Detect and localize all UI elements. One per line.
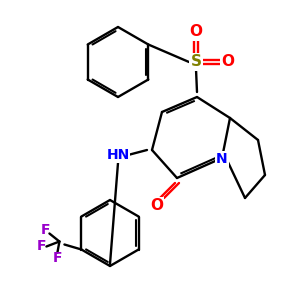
Text: S: S [190, 55, 202, 70]
Text: F: F [37, 239, 46, 254]
Text: O: O [151, 197, 164, 212]
Text: N: N [216, 152, 228, 166]
Text: HN: HN [106, 148, 130, 162]
Text: O: O [221, 55, 235, 70]
Text: O: O [190, 25, 202, 40]
Text: F: F [53, 250, 62, 265]
Text: F: F [41, 223, 50, 236]
